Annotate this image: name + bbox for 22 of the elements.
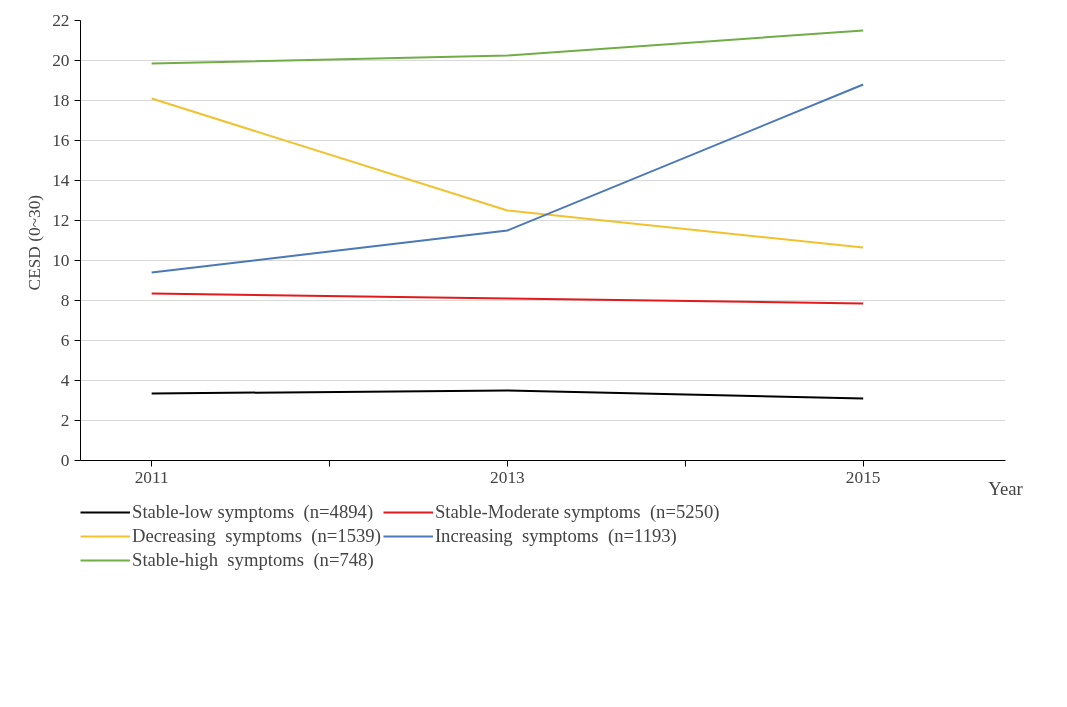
y-tick-label: 0	[60, 451, 70, 470]
y-tick-label: 4	[60, 371, 70, 390]
y-tick-label: 12	[52, 211, 70, 230]
x-axis-title: Year	[988, 477, 1024, 499]
y-tick-label: 20	[52, 51, 70, 70]
x-tick-label: 2011	[134, 467, 169, 487]
x-tick-label: 2015	[845, 467, 881, 487]
y-tick-label: 10	[52, 251, 70, 270]
legend-label: Decreasing symptoms (n=1539)	[132, 525, 381, 547]
y-tick-label: 14	[52, 171, 70, 190]
y-tick-label: 16	[52, 131, 70, 150]
x-tick-label: 2013	[490, 467, 525, 487]
y-tick-label: 22	[52, 11, 70, 30]
y-tick-label: 18	[52, 91, 70, 110]
y-tick-label: 8	[60, 291, 70, 310]
legend-label: Stable-high symptoms (n=748)	[132, 549, 374, 571]
y-tick-label: 2	[60, 411, 70, 430]
y-axis-title: CESD (0~30)	[25, 194, 45, 291]
legend-label: Increasing symptoms (n=1193)	[434, 525, 677, 547]
legend-label: Stable-low symptoms (n=4894)	[132, 501, 374, 523]
legend-label: Stable-Moderate symptoms (n=5250)	[434, 501, 720, 523]
y-tick-label: 6	[60, 331, 70, 350]
